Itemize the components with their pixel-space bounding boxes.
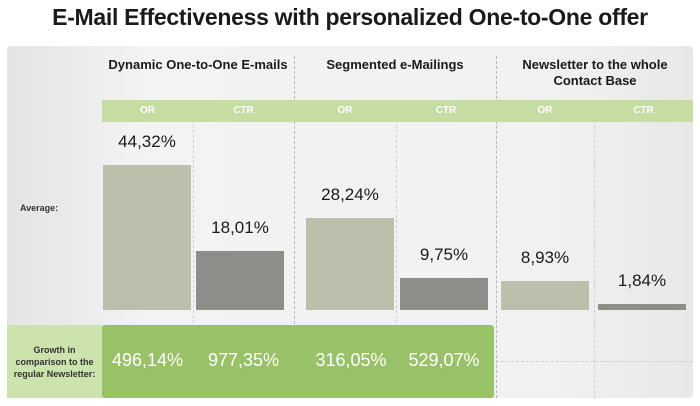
- data-label: 9,75%: [419, 245, 469, 265]
- metric-label: CTR: [233, 105, 254, 116]
- column-divider: [594, 100, 595, 398]
- growth-value: 316,05%: [315, 350, 387, 370]
- growth-value: 529,07%: [408, 350, 480, 370]
- row-divider: [496, 361, 693, 362]
- data-label: 44,32%: [118, 132, 176, 151]
- growth-value: 977,35%: [207, 350, 280, 370]
- data-label: 1,84%: [617, 270, 667, 290]
- metric-label: OR: [537, 105, 553, 116]
- group-divider: [496, 56, 497, 398]
- average-row-label: Average:: [20, 203, 59, 213]
- bar-or: [103, 165, 191, 310]
- growth-value: 496,14%: [111, 350, 184, 370]
- bar-ctr: [196, 251, 284, 310]
- data-label: 18,01%: [211, 218, 269, 238]
- column-divider: [193, 100, 194, 398]
- metric-label: CTR: [435, 105, 457, 116]
- data-label: 8,93%: [520, 247, 570, 267]
- group-title: Segmented e-Mailings: [326, 57, 464, 72]
- bar-or: [306, 217, 394, 310]
- data-label: 28,24%: [321, 184, 379, 204]
- growth-row-label: Growth in comparison to the regular News…: [7, 325, 102, 398]
- group-divider: [294, 56, 295, 324]
- metric-label: OR: [337, 105, 353, 116]
- chart-title: E-Mail Effectiveness with personalized O…: [52, 4, 648, 30]
- bar-or: [501, 280, 589, 310]
- metric-header-row: [102, 100, 693, 122]
- group-title: Dynamic One-to-One E-mails: [108, 57, 288, 72]
- metric-label: CTR: [633, 105, 654, 116]
- column-divider: [396, 100, 397, 398]
- metric-label: OR: [140, 105, 155, 116]
- bar-ctr: [400, 278, 488, 310]
- group-title: Newsletter to the whole Contact Base: [522, 57, 668, 88]
- growth-box: [102, 325, 494, 398]
- bar-ctr: [598, 303, 686, 310]
